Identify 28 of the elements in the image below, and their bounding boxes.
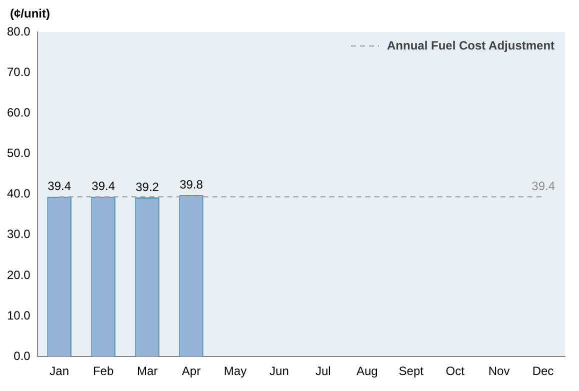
y-tick-label: 0.0 <box>14 348 31 363</box>
y-tick-label: 80.0 <box>6 24 31 38</box>
data-label: 39.2 <box>136 180 160 194</box>
data-label: 39.4 <box>532 179 556 194</box>
x-tick-label: Mar <box>136 364 158 378</box>
y-tick-label: 70.0 <box>6 64 31 79</box>
legend-label: Annual Fuel Cost Adjustment <box>387 38 555 52</box>
data-label: 39.4 <box>48 179 72 194</box>
y-tick-label: 60.0 <box>6 105 31 120</box>
y-tick-label: 30.0 <box>6 227 31 242</box>
x-tick-label: Jul <box>315 364 331 378</box>
x-tick-label: Jun <box>270 364 289 378</box>
x-tick-label: May <box>224 364 247 378</box>
y-tick-label: 20.0 <box>6 268 31 282</box>
data-label: 39.8 <box>180 177 204 192</box>
x-tick-label: Jan <box>50 364 70 378</box>
y-tick-label: 40.0 <box>6 186 31 201</box>
x-tick-label: Oct <box>446 364 466 378</box>
y-tick-label: 50.0 <box>6 146 31 160</box>
y-axis-title: (¢/unit) <box>10 6 50 20</box>
data-label: 39.4 <box>92 179 116 194</box>
y-tick-label: 10.0 <box>6 308 31 322</box>
x-tick-label: Aug <box>356 364 378 378</box>
x-tick-label: Nov <box>488 364 510 378</box>
x-tick-label: Feb <box>92 364 114 378</box>
x-tick-label: Sept <box>398 364 424 378</box>
x-tick-label: Apr <box>182 364 201 378</box>
x-tick-label: Dec <box>532 364 554 378</box>
